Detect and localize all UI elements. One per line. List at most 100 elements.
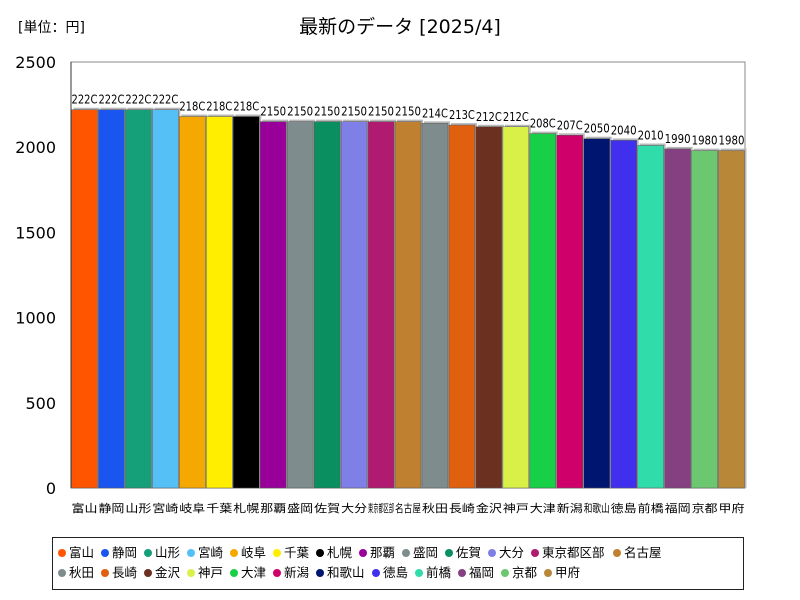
x-tick-label: 名古屋: [395, 501, 421, 515]
legend-label: 宮崎: [198, 545, 224, 560]
legend-marker: [458, 569, 466, 577]
y-tick-label: 1500: [15, 223, 56, 242]
legend-marker: [273, 549, 281, 557]
x-tick-label: 金沢: [476, 501, 502, 515]
y-tick-label: 500: [25, 394, 56, 413]
data-label: 222C: [125, 93, 151, 107]
legend-item: 佐賀: [445, 545, 481, 561]
legend-item: 岐阜: [230, 545, 266, 561]
x-tick-label: 前橋: [638, 501, 664, 515]
legend-item: 千葉: [273, 545, 309, 561]
data-label: 222C: [152, 93, 178, 107]
legend-label: 金沢: [155, 565, 181, 580]
bar: [502, 126, 530, 489]
data-label: 2010: [638, 128, 664, 142]
legend-label: 山形: [155, 545, 181, 560]
data-label: 2040: [611, 123, 637, 137]
bar: [125, 109, 152, 489]
legend-item: 静岡: [101, 545, 137, 561]
x-tick-label: 和歌山: [584, 501, 610, 515]
bar: [340, 121, 368, 489]
legend-marker: [101, 549, 109, 557]
x-tick-label: 静岡: [98, 501, 124, 515]
data-label: 2150: [341, 105, 367, 119]
bar: [71, 109, 98, 489]
unit-label: [単位：円]: [18, 20, 85, 36]
legend-marker: [273, 569, 281, 577]
legend-marker: [316, 549, 324, 557]
legend-item: 甲府: [544, 565, 580, 581]
legend-item: 神戸: [187, 565, 223, 581]
x-tick-label: 宮崎: [152, 501, 178, 515]
x-tick-label: 甲府: [719, 501, 745, 515]
legend-marker: [230, 569, 238, 577]
legend-label: 静岡: [112, 545, 138, 560]
legend-item: 富山: [58, 545, 94, 561]
bar: [583, 138, 610, 489]
x-tick-label: 東京都区部: [368, 501, 394, 515]
legend-marker: [58, 569, 66, 577]
legend-marker: [101, 569, 109, 577]
y-tick-label: 2500: [15, 53, 56, 72]
bar: [421, 123, 449, 489]
bar: [259, 121, 287, 489]
legend-item: 長崎: [101, 565, 137, 581]
legend-label: 富山: [69, 545, 95, 560]
legend-label: 甲府: [555, 565, 581, 580]
legend-item: 東京都区部: [531, 545, 605, 561]
legend-item: 秋田: [58, 565, 94, 581]
legend-item: 山形: [144, 545, 180, 561]
legend: 富山 静岡 山形 宮崎 岐阜 千葉 札幌 那覇 盛岡 佐賀 大分 東京都区部 名古屋 秋田 長崎 金沢 神戸 大津…: [52, 537, 744, 590]
legend-marker: [187, 549, 195, 557]
data-label: 1990: [665, 132, 691, 146]
x-tick-label: 盛岡: [287, 501, 313, 515]
legend-label: 和歌山: [327, 565, 365, 580]
bar: [664, 148, 691, 489]
bar: [637, 145, 664, 489]
bar: [233, 116, 260, 489]
legend-item: 名古屋: [613, 545, 662, 561]
legend-label: 大津: [241, 565, 267, 580]
bar: [179, 116, 206, 489]
bar: [152, 109, 179, 489]
legend-item: 那覇: [359, 545, 395, 561]
legend-item: 盛岡: [402, 545, 438, 561]
legend-marker: [144, 549, 152, 557]
legend-item: 大津: [230, 565, 266, 581]
legend-label: 福岡: [469, 565, 495, 580]
legend-marker: [230, 549, 238, 557]
legend-item: 福岡: [458, 565, 494, 581]
legend-marker: [488, 549, 496, 557]
x-tick-label: 長崎: [449, 501, 475, 515]
legend-marker: [359, 549, 367, 557]
data-label: 212C: [476, 110, 502, 124]
legend-marker: [316, 569, 324, 577]
data-label: 214C: [422, 106, 448, 120]
legend-label: 那覇: [370, 545, 396, 560]
legend-label: 名古屋: [624, 545, 662, 560]
bar: [610, 140, 637, 489]
x-tick-label: 大分: [341, 501, 367, 515]
y-tick-label: 2000: [15, 138, 56, 157]
data-label: 218C: [206, 100, 232, 114]
legend-marker: [501, 569, 509, 577]
legend-label: 京都: [512, 565, 538, 580]
legend-marker: [445, 549, 453, 557]
x-tick-label: 富山: [72, 501, 98, 515]
bar: [98, 109, 125, 489]
legend-marker: [402, 549, 410, 557]
x-tick-label: 福岡: [665, 501, 691, 515]
data-label: 222C: [98, 93, 124, 107]
bar: [556, 135, 583, 489]
x-tick-label: 那覇: [260, 502, 286, 515]
x-tick-label: 京都: [692, 501, 718, 515]
data-label: 212C: [503, 110, 529, 124]
data-label: 2150: [368, 105, 394, 119]
bar: [475, 126, 503, 489]
x-tick-label: 岐阜: [179, 502, 205, 515]
legend-marker: [144, 569, 152, 577]
legend-item: 徳島: [372, 565, 408, 581]
legend-label: 長崎: [112, 565, 138, 580]
chart-title: 最新のデータ [2025/4]: [299, 16, 501, 38]
